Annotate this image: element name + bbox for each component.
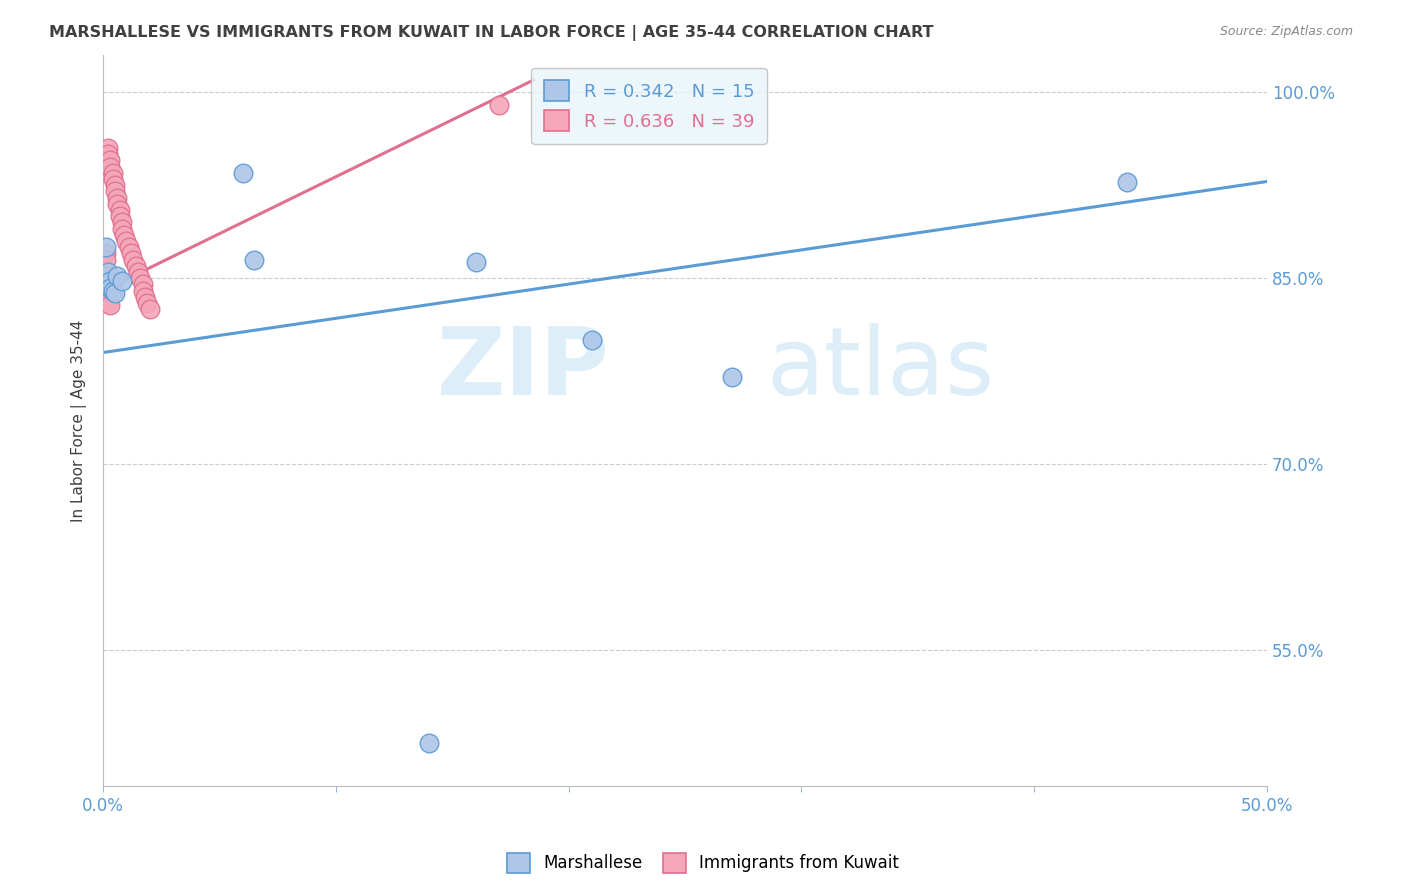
Point (94, 252, 117, 267)
Point (94, 240, 117, 254)
Point (120, 246, 142, 260)
Point (132, 277, 155, 292)
Point (108, 209, 131, 223)
Point (97, 278, 120, 293)
Point (118, 240, 141, 254)
Point (94, 290, 117, 304)
Text: atlas: atlas (766, 324, 995, 416)
Point (108, 202, 131, 217)
Point (111, 221, 134, 235)
Text: ZIP: ZIP (436, 324, 609, 416)
Point (105, 268, 128, 283)
Point (134, 290, 156, 304)
Point (581, 333, 603, 347)
Point (125, 259, 148, 273)
Point (98, 160, 121, 174)
Point (101, 166, 124, 180)
Point (112, 227, 135, 242)
Point (94, 274, 117, 288)
Point (243, 252, 266, 267)
Point (127, 265, 149, 279)
Point (94, 286, 117, 301)
Point (104, 178, 127, 193)
Point (97, 147, 120, 161)
Point (97, 265, 120, 279)
Y-axis label: In Labor Force | Age 35-44: In Labor Force | Age 35-44 (72, 319, 87, 522)
Point (115, 234, 138, 248)
Point (122, 252, 145, 267)
Point (98, 298, 121, 312)
Point (111, 215, 134, 229)
Point (418, 736, 440, 750)
Point (720, 370, 742, 384)
Point (97, 296, 120, 310)
Point (104, 286, 127, 301)
Text: MARSHALLESE VS IMMIGRANTS FROM KUWAIT IN LABOR FORCE | AGE 35-44 CORRELATION CHA: MARSHALLESE VS IMMIGRANTS FROM KUWAIT IN… (49, 25, 934, 41)
Point (464, 255, 486, 269)
Point (101, 172, 124, 186)
Point (97, 281, 120, 295)
Point (232, 166, 254, 180)
Point (136, 296, 159, 310)
Point (111, 274, 134, 288)
Point (98, 274, 121, 288)
Point (101, 284, 124, 298)
Point (94, 246, 117, 260)
Point (104, 185, 127, 199)
Point (105, 196, 128, 211)
Text: Source: ZipAtlas.com: Source: ZipAtlas.com (1219, 25, 1353, 38)
Point (98, 281, 121, 295)
Point (97, 141, 120, 155)
Point (97, 293, 120, 308)
Legend: R = 0.342   N = 15, R = 0.636   N = 39: R = 0.342 N = 15, R = 0.636 N = 39 (531, 68, 766, 144)
Legend: Marshallese, Immigrants from Kuwait: Marshallese, Immigrants from Kuwait (501, 847, 905, 880)
Point (488, 97, 510, 112)
Point (94, 268, 117, 283)
Point (98, 153, 121, 168)
Point (139, 302, 162, 317)
Point (105, 191, 128, 205)
Point (1116, 174, 1139, 188)
Point (129, 271, 152, 285)
Point (132, 284, 155, 298)
